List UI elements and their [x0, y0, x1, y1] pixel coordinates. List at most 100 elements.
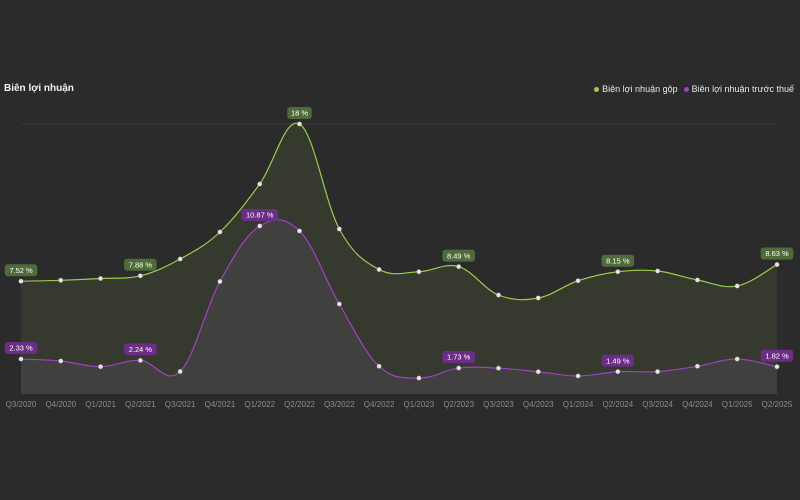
data-label-s0-11: 8.49 %: [442, 249, 475, 262]
data-label-s1-6: 10.87 %: [241, 209, 279, 221]
data-label-text-s1-6: 10.87 %: [246, 211, 274, 220]
data-point-s1-5: [217, 279, 223, 285]
data-label-bg-s1-6: [241, 209, 279, 221]
data-point-s0-17: [694, 277, 700, 283]
data-point-s0-9: [376, 267, 382, 273]
data-point-s0-8: [336, 226, 342, 232]
data-point-s1-4: [177, 369, 183, 375]
data-point-s1-0: [18, 356, 24, 362]
data-point-s1-6: [257, 223, 263, 229]
data-label-text-s0-19: 8.63 %: [765, 249, 789, 258]
data-point-s1-18: [734, 356, 740, 362]
data-point-s0-10: [416, 269, 422, 275]
data-label-s1-0: 2.33 %: [4, 342, 38, 355]
data-label-bg-s0-15: [601, 254, 635, 267]
x-tick-label-14: Q1/2024: [563, 400, 594, 409]
data-point-s0-12: [495, 292, 501, 298]
data-point-s1-15: [615, 369, 621, 375]
x-tick-label-19: Q2/2025: [762, 400, 793, 409]
data-point-s1-7: [297, 228, 303, 234]
data-point-s1-13: [535, 369, 541, 375]
legend-swatch-pretax-margin: [683, 86, 689, 92]
data-point-s0-2: [98, 276, 104, 282]
data-point-s1-14: [575, 373, 581, 379]
x-tick-label-13: Q4/2023: [523, 400, 554, 409]
x-tick-label-16: Q3/2024: [642, 400, 673, 409]
x-tick-label-8: Q3/2022: [324, 400, 355, 409]
data-point-s0-16: [655, 268, 661, 274]
series-area-1: [21, 219, 777, 394]
legend-item-pretax-margin[interactable]: Biên lợi nhuận trước thuế: [683, 84, 794, 94]
data-label-text-s1-3: 2.24 %: [129, 345, 153, 354]
data-label-bg-s0-3: [124, 258, 157, 271]
data-point-s1-9: [376, 363, 382, 369]
x-tick-label-10: Q1/2023: [404, 400, 435, 409]
data-label-bg-s1-0: [4, 342, 38, 355]
data-label-s0-19: 8.63 %: [760, 247, 794, 260]
data-point-s0-18: [734, 283, 740, 289]
x-tick-label-17: Q4/2024: [682, 400, 713, 409]
data-point-s1-3: [137, 357, 143, 363]
data-label-bg-s0-0: [4, 264, 38, 277]
data-point-s1-12: [495, 365, 501, 371]
data-point-s1-11: [456, 365, 462, 371]
data-label-text-s1-0: 2.33 %: [9, 344, 33, 353]
data-point-s0-15: [615, 269, 621, 275]
legend-label-gross-margin: Biên lợi nhuận gộp: [602, 84, 678, 94]
data-label-s1-11: 1.73 %: [442, 351, 475, 364]
data-point-s0-11: [456, 264, 462, 270]
data-label-text-s0-3: 7.88 %: [129, 260, 153, 269]
x-tick-label-3: Q2/2021: [125, 400, 156, 409]
data-point-s0-3: [137, 273, 143, 279]
x-tick-label-0: Q3/2020: [6, 400, 37, 409]
series-line-0: [20, 122, 778, 301]
data-point-s1-8: [336, 301, 342, 307]
x-tick-label-4: Q3/2021: [165, 400, 196, 409]
data-label-s0-3: 7.88 %: [124, 258, 157, 271]
x-tick-label-7: Q2/2022: [284, 400, 315, 409]
data-point-s1-16: [655, 369, 661, 375]
data-label-s1-19: 1.82 %: [760, 349, 794, 362]
legend-swatch-gross-margin: [594, 86, 600, 92]
x-tick-label-9: Q4/2022: [364, 400, 395, 409]
data-label-text-s1-19: 1.82 %: [765, 351, 789, 360]
data-point-s0-5: [217, 229, 223, 235]
data-point-s0-7: [297, 121, 303, 127]
chart-title: Biên lợi nhuận: [4, 83, 74, 94]
data-label-bg-s0-19: [760, 247, 794, 260]
data-label-bg-s1-15: [601, 354, 635, 367]
data-label-s1-3: 2.24 %: [124, 343, 157, 356]
x-tick-label-1: Q4/2020: [45, 400, 76, 409]
x-tick-label-12: Q3/2023: [483, 400, 514, 409]
data-point-s1-1: [58, 358, 64, 364]
data-label-bg-s0-7: [287, 107, 312, 119]
data-label-s0-7: 18 %: [287, 107, 312, 119]
x-tick-label-15: Q2/2024: [602, 400, 633, 409]
legend-label-pretax-margin: Biên lợi nhuận trước thuế: [691, 84, 794, 94]
data-point-s1-17: [694, 363, 700, 369]
data-label-s0-15: 8.15 %: [601, 254, 635, 267]
data-point-s1-10: [416, 375, 422, 381]
series-area-0: [21, 123, 777, 395]
x-tick-label-6: Q1/2022: [244, 400, 275, 409]
data-label-text-s0-0: 7.52 %: [9, 266, 33, 275]
data-label-text-s0-15: 8.15 %: [606, 256, 630, 265]
data-point-s0-0: [18, 278, 24, 284]
series-line-1: [20, 219, 778, 379]
data-label-text-s1-15: 1.49 %: [606, 356, 630, 365]
x-tick-label-5: Q4/2021: [205, 400, 236, 409]
data-label-text-s0-11: 8.49 %: [447, 251, 471, 260]
data-point-s0-13: [535, 295, 541, 301]
data-label-bg-s1-11: [442, 351, 475, 364]
data-point-s0-1: [58, 277, 64, 283]
data-point-s0-4: [177, 256, 183, 262]
legend: Biên lợi nhuận gộp Biên lợi nhuận trước …: [594, 84, 794, 94]
data-label-bg-s1-19: [760, 349, 794, 362]
data-label-bg-s1-3: [124, 343, 157, 356]
legend-item-gross-margin[interactable]: Biên lợi nhuận gộp: [594, 84, 678, 94]
data-point-s0-14: [575, 278, 581, 284]
data-label-s1-15: 1.49 %: [601, 354, 635, 367]
data-point-s0-19: [774, 262, 780, 268]
data-point-s1-2: [98, 364, 104, 370]
